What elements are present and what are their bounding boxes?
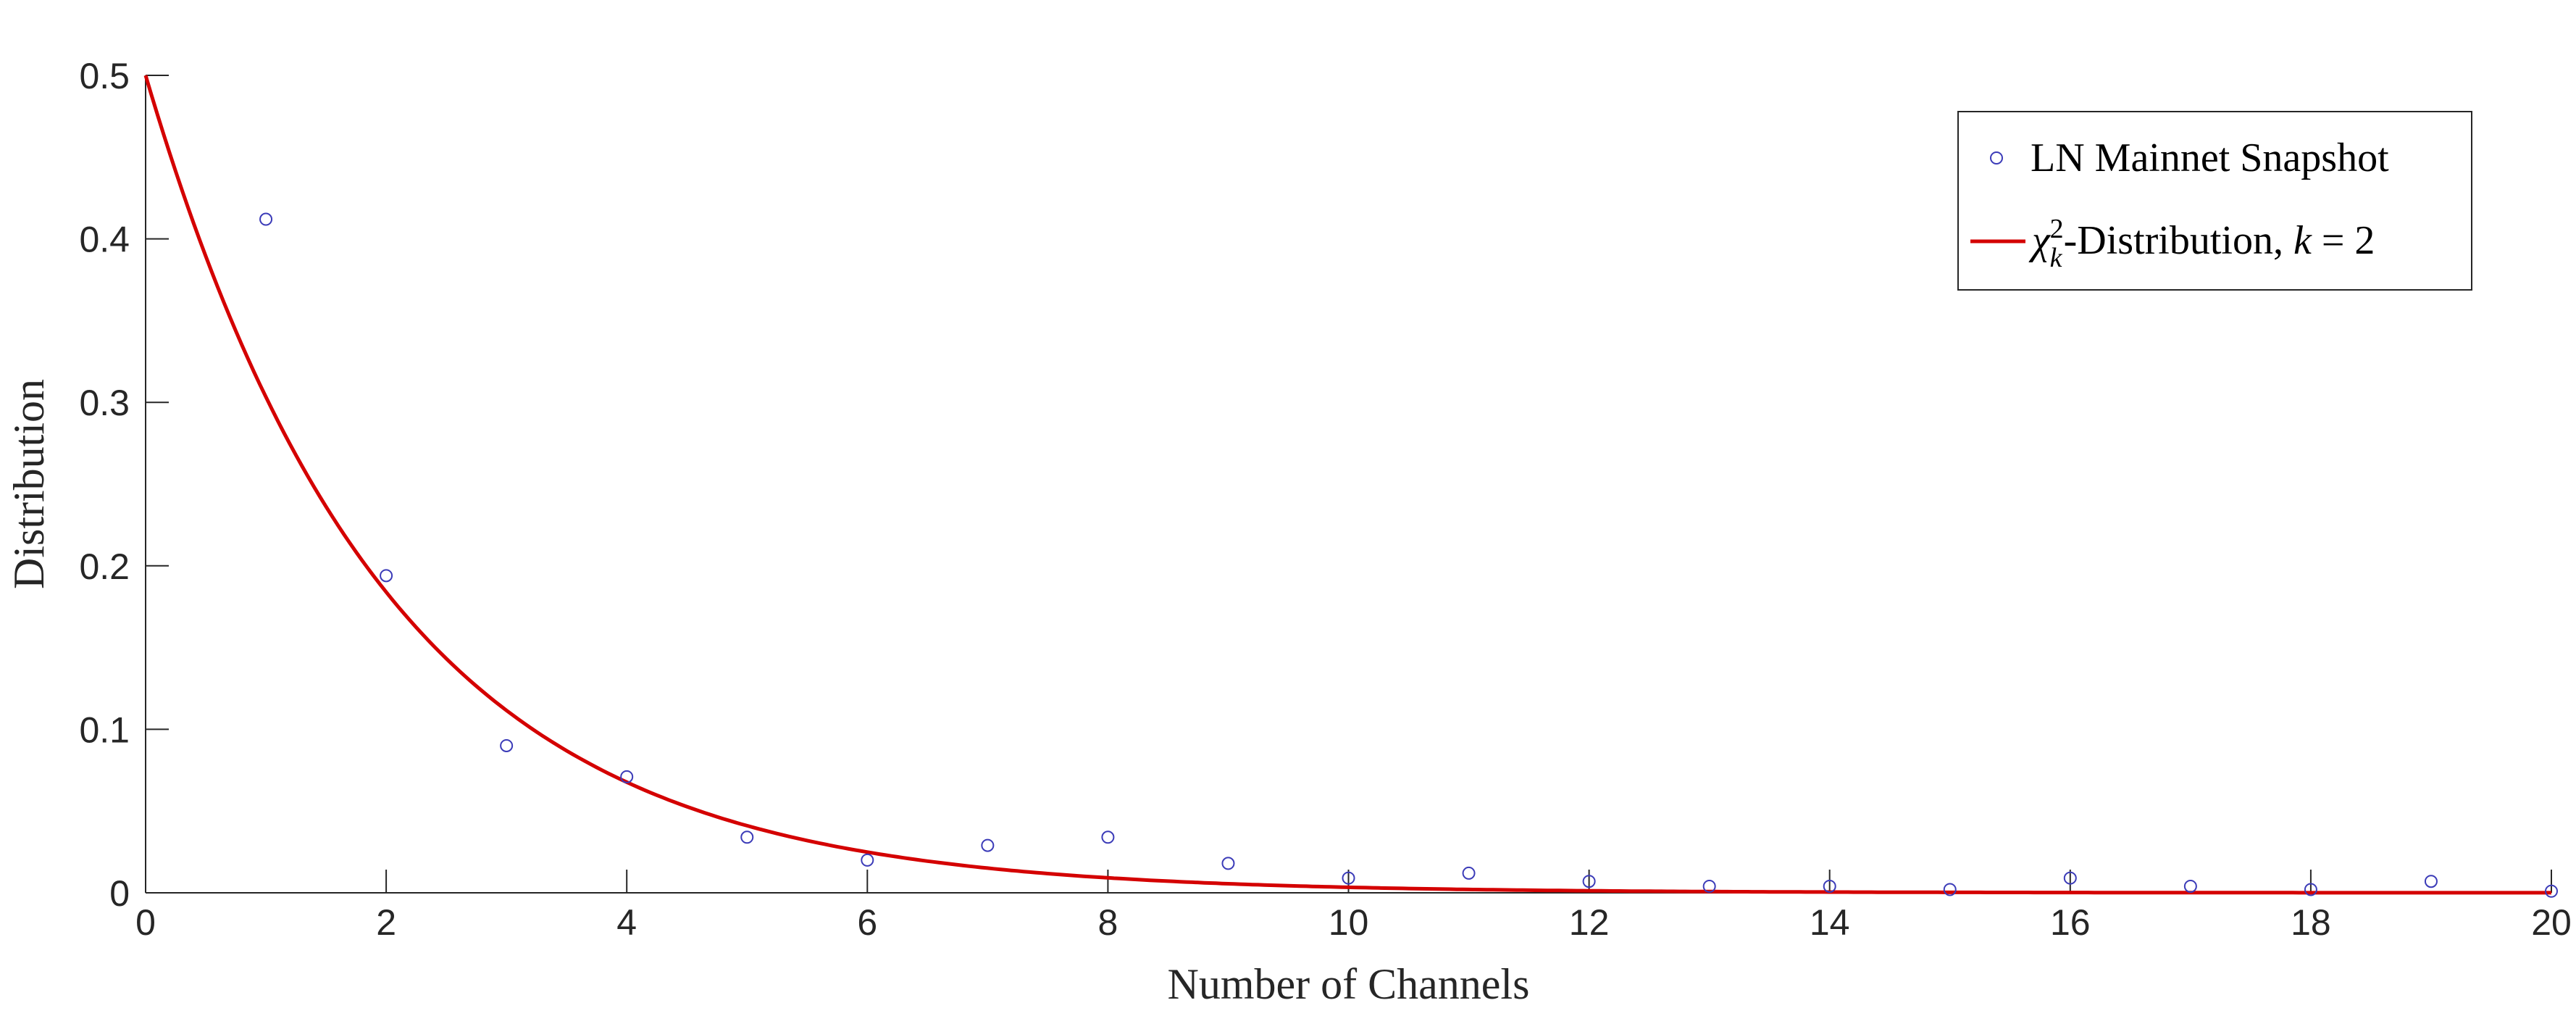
y-axis-title: Distribution bbox=[5, 379, 53, 589]
snapshot-point bbox=[620, 770, 634, 783]
y-tick-label: 0.2 bbox=[79, 546, 130, 587]
snapshot-point bbox=[1342, 871, 1355, 885]
snapshot-point bbox=[2063, 871, 2077, 885]
x-tick-label: 12 bbox=[1569, 902, 1610, 943]
x-tick-label: 6 bbox=[857, 902, 877, 943]
legend-chi-superscript: 2 bbox=[2050, 214, 2064, 244]
x-axis-title: Number of Channels bbox=[1168, 960, 1530, 1008]
snapshot-point bbox=[2545, 884, 2558, 898]
snapshot-point bbox=[1582, 875, 1596, 888]
y-tick-label: 0.3 bbox=[79, 383, 130, 423]
snapshot-point bbox=[981, 838, 995, 852]
snapshot-point bbox=[259, 212, 273, 226]
y-tick-label: 0 bbox=[109, 873, 130, 914]
y-tick-label: 0.4 bbox=[79, 220, 130, 260]
x-tick-label: 14 bbox=[1810, 902, 1850, 943]
x-tick-label: 10 bbox=[1329, 902, 1369, 943]
legend: LN Mainnet Snapshot χ2 k-Distribution, k … bbox=[1957, 111, 2472, 291]
legend-line-label: χ2 k-Distribution, k = 2 bbox=[2028, 214, 2375, 273]
snapshot-point bbox=[500, 738, 514, 752]
snapshot-point bbox=[1221, 857, 1235, 870]
legend-distribution-text: -Distribution, bbox=[2064, 218, 2293, 263]
snapshot-point bbox=[1462, 866, 1476, 880]
legend-box bbox=[1957, 111, 2472, 291]
snapshot-point bbox=[2304, 883, 2317, 896]
legend-scatter-marker bbox=[1990, 151, 2003, 165]
legend-scatter-label: LN Mainnet Snapshot bbox=[2031, 136, 2389, 180]
legend-chi-subscript: k bbox=[2050, 243, 2063, 273]
x-tick-label: 18 bbox=[2291, 902, 2331, 943]
y-tick-label: 0.1 bbox=[79, 709, 130, 750]
snapshot-point bbox=[1943, 883, 1957, 896]
snapshot-point bbox=[861, 853, 874, 867]
x-tick-label: 4 bbox=[616, 902, 637, 943]
ticks: 0 2 4 6 8 10 12 14 16 18 20 0 0.1 0.2 0.3 0.4 0.5 bbox=[79, 56, 2571, 943]
legend-k-value: = 2 bbox=[2312, 218, 2375, 263]
y-tick-label: 0.5 bbox=[79, 56, 130, 96]
snapshot-points-layer bbox=[259, 212, 2558, 898]
x-tick-label: 8 bbox=[1097, 902, 1118, 943]
chi-square-curve-layer bbox=[143, 75, 2551, 895]
legend-k: k bbox=[2293, 218, 2312, 263]
x-tick-label: 20 bbox=[2531, 902, 2572, 943]
snapshot-point bbox=[1823, 879, 1836, 893]
snapshot-point bbox=[1101, 830, 1115, 844]
snapshot-point bbox=[380, 569, 393, 583]
legend-chi: χ bbox=[2028, 218, 2051, 263]
x-tick-label: 16 bbox=[2050, 902, 2091, 943]
snapshot-point bbox=[740, 830, 754, 844]
x-tick-label: 2 bbox=[376, 902, 396, 943]
chi-square-curve bbox=[143, 75, 2551, 895]
snapshot-point bbox=[1702, 879, 1716, 893]
snapshot-point bbox=[2424, 875, 2438, 888]
x-tick-label: 0 bbox=[135, 902, 156, 943]
snapshot-point bbox=[2183, 879, 2197, 893]
